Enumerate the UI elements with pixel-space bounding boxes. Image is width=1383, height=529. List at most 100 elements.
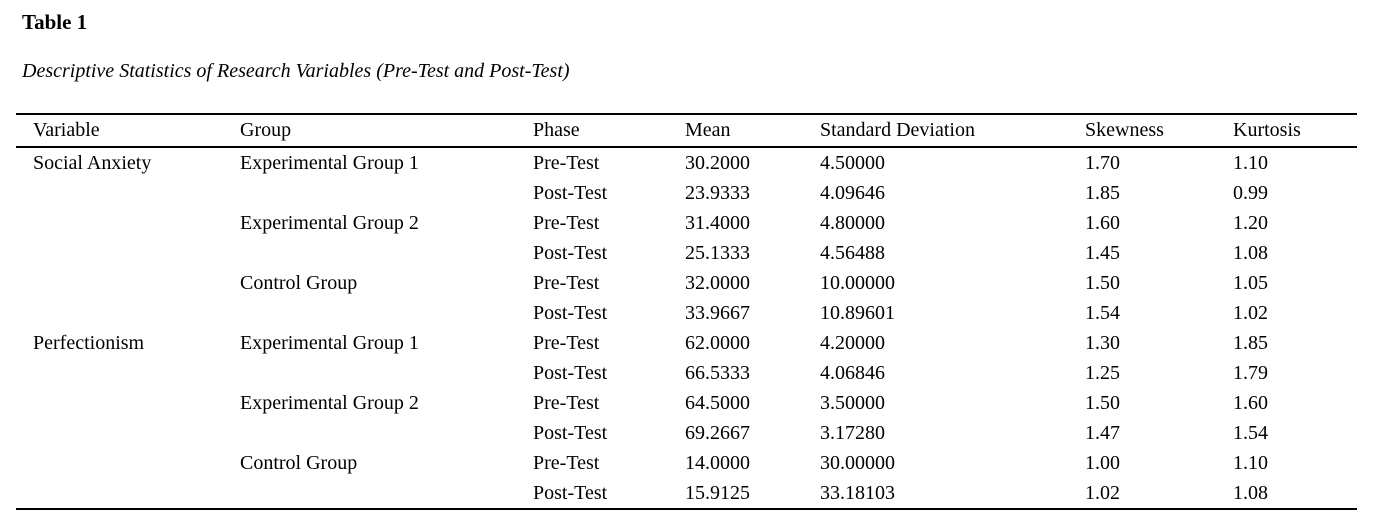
table-row: Control Group Pre-Test 32.0000 10.00000 … — [16, 268, 1357, 298]
table-row: Post-Test 69.2667 3.17280 1.47 1.54 — [16, 418, 1357, 448]
cell-variable — [16, 418, 240, 448]
cell-skewness: 1.50 — [1085, 391, 1120, 414]
table-row: Experimental Group 2 Pre-Test 31.4000 4.… — [16, 208, 1357, 238]
cell-standard-deviation: 3.50000 — [820, 391, 885, 414]
cell-group: Control Group — [240, 271, 358, 294]
cell-variable — [16, 298, 240, 328]
cell-group — [240, 178, 533, 208]
cell-skewness: 1.50 — [1085, 271, 1120, 294]
cell-variable — [16, 238, 240, 268]
cell-phase: Post-Test — [533, 241, 608, 264]
cell-skewness: 1.45 — [1085, 241, 1120, 264]
cell-skewness: 1.54 — [1085, 301, 1120, 324]
table-caption: Descriptive Statistics of Research Varia… — [22, 60, 570, 82]
cell-mean: 66.5333 — [685, 361, 750, 384]
cell-group — [240, 418, 533, 448]
cell-standard-deviation: 4.20000 — [820, 331, 885, 354]
column-header-mean: Mean — [685, 119, 731, 141]
column-header-group: Group — [240, 119, 292, 141]
cell-variable — [16, 358, 240, 388]
cell-variable — [16, 478, 240, 509]
cell-group: Control Group — [240, 451, 358, 474]
cell-group — [240, 478, 533, 509]
cell-variable — [16, 208, 240, 238]
cell-variable: Perfectionism — [33, 331, 145, 354]
column-header-kurtosis: Kurtosis — [1233, 119, 1301, 141]
cell-group: Experimental Group 1 — [240, 331, 419, 354]
cell-standard-deviation: 4.50000 — [820, 151, 885, 174]
cell-phase: Post-Test — [533, 301, 608, 324]
cell-standard-deviation: 4.09646 — [820, 181, 885, 204]
table-row: Social Anxiety Experimental Group 1 Pre-… — [16, 147, 1357, 178]
cell-kurtosis: 1.08 — [1233, 481, 1268, 504]
cell-mean: 69.2667 — [685, 421, 750, 444]
cell-kurtosis: 1.60 — [1233, 391, 1268, 414]
cell-phase: Pre-Test — [533, 211, 600, 234]
cell-skewness: 1.70 — [1085, 151, 1120, 174]
cell-mean: 25.1333 — [685, 241, 750, 264]
cell-standard-deviation: 4.80000 — [820, 211, 885, 234]
cell-phase: Pre-Test — [533, 151, 600, 174]
cell-mean: 23.9333 — [685, 181, 750, 204]
cell-kurtosis: 1.10 — [1233, 151, 1268, 174]
cell-skewness: 1.00 — [1085, 451, 1120, 474]
cell-kurtosis: 1.10 — [1233, 451, 1268, 474]
descriptive-statistics-table: Variable Group Phase Mean Standard Devia… — [16, 113, 1357, 510]
cell-variable — [16, 268, 240, 298]
cell-kurtosis: 1.85 — [1233, 331, 1268, 354]
column-header-phase: Phase — [533, 119, 580, 141]
cell-standard-deviation: 10.00000 — [820, 271, 895, 294]
cell-standard-deviation: 4.56488 — [820, 241, 885, 264]
column-header-skewness: Skewness — [1085, 119, 1164, 141]
cell-standard-deviation: 33.18103 — [820, 481, 895, 504]
cell-mean: 15.9125 — [685, 481, 750, 504]
cell-kurtosis: 1.20 — [1233, 211, 1268, 234]
table-row: Post-Test 33.9667 10.89601 1.54 1.02 — [16, 298, 1357, 328]
cell-variable: Social Anxiety — [33, 151, 152, 174]
cell-skewness: 1.60 — [1085, 211, 1120, 234]
cell-skewness: 1.30 — [1085, 331, 1120, 354]
cell-group — [240, 358, 533, 388]
cell-standard-deviation: 3.17280 — [820, 421, 885, 444]
cell-phase: Pre-Test — [533, 331, 600, 354]
cell-variable — [16, 178, 240, 208]
cell-standard-deviation: 4.06846 — [820, 361, 885, 384]
table-row: Perfectionism Experimental Group 1 Pre-T… — [16, 328, 1357, 358]
cell-group: Experimental Group 2 — [240, 211, 419, 234]
cell-skewness: 1.85 — [1085, 181, 1120, 204]
table-row: Post-Test 25.1333 4.56488 1.45 1.08 — [16, 238, 1357, 268]
cell-kurtosis: 1.08 — [1233, 241, 1268, 264]
cell-phase: Pre-Test — [533, 391, 600, 414]
cell-kurtosis: 1.79 — [1233, 361, 1268, 384]
cell-phase: Post-Test — [533, 421, 608, 444]
cell-kurtosis: 1.05 — [1233, 271, 1268, 294]
cell-skewness: 1.02 — [1085, 481, 1120, 504]
column-header-standard-deviation: Standard Deviation — [820, 119, 975, 141]
cell-variable — [16, 448, 240, 478]
cell-mean: 31.4000 — [685, 211, 750, 234]
cell-group: Experimental Group 2 — [240, 391, 419, 414]
table-body: Social Anxiety Experimental Group 1 Pre-… — [16, 147, 1357, 509]
cell-kurtosis: 0.99 — [1233, 181, 1268, 204]
cell-mean: 64.5000 — [685, 391, 750, 414]
table-row: Experimental Group 2 Pre-Test 64.5000 3.… — [16, 388, 1357, 418]
cell-group: Experimental Group 1 — [240, 151, 419, 174]
cell-mean: 14.0000 — [685, 451, 750, 474]
cell-standard-deviation: 10.89601 — [820, 301, 895, 324]
cell-mean: 32.0000 — [685, 271, 750, 294]
table-row: Post-Test 66.5333 4.06846 1.25 1.79 — [16, 358, 1357, 388]
cell-standard-deviation: 30.00000 — [820, 451, 895, 474]
cell-phase: Pre-Test — [533, 451, 600, 474]
table-header-row: Variable Group Phase Mean Standard Devia… — [16, 114, 1357, 147]
cell-phase: Post-Test — [533, 361, 608, 384]
cell-kurtosis: 1.02 — [1233, 301, 1268, 324]
cell-phase: Post-Test — [533, 481, 608, 504]
cell-phase: Post-Test — [533, 181, 608, 204]
cell-group — [240, 238, 533, 268]
cell-skewness: 1.47 — [1085, 421, 1120, 444]
table-row: Post-Test 15.9125 33.18103 1.02 1.08 — [16, 478, 1357, 509]
table-number-title: Table 1 — [22, 10, 88, 34]
table-row: Control Group Pre-Test 14.0000 30.00000 … — [16, 448, 1357, 478]
cell-phase: Pre-Test — [533, 271, 600, 294]
